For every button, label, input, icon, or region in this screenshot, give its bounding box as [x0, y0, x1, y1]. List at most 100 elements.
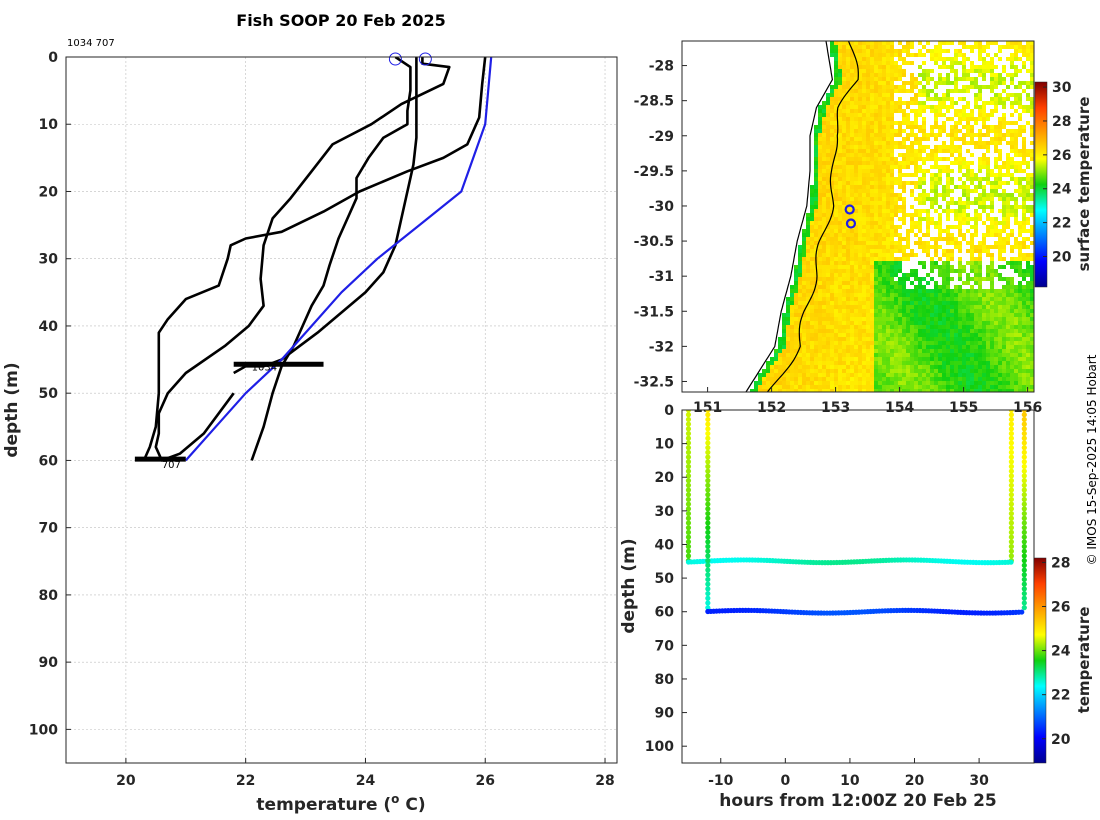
sst-cell: [934, 305, 938, 309]
sst-cell: [946, 105, 950, 109]
sst-cell: [910, 341, 914, 345]
sst-cell: [942, 353, 946, 357]
sst-cell: [826, 209, 830, 213]
sst-cell: [1002, 277, 1006, 281]
sst-cell: [758, 389, 762, 392]
sst-cell: [870, 77, 874, 81]
sst-cell: [942, 185, 946, 189]
sst-cell: [958, 109, 962, 113]
sst-cell: [870, 105, 874, 109]
sst-cell: [966, 289, 970, 293]
sst-cell: [870, 333, 874, 337]
sst-cell: [834, 357, 838, 361]
sst-cell: [878, 181, 882, 185]
sst-cell: [798, 309, 802, 313]
sst-cell: [954, 69, 958, 73]
sst-cell: [954, 377, 958, 381]
sst-cell: [922, 137, 926, 141]
sst-cell: [846, 273, 850, 277]
sst-cell: [982, 49, 986, 53]
sst-cell: [858, 245, 862, 249]
sst-cell: [878, 277, 882, 281]
track-1-ascent-point: [1008, 534, 1014, 540]
map-ytick-label: -30: [649, 199, 675, 215]
track-1-descent-point: [685, 529, 692, 535]
sst-cell: [954, 77, 958, 81]
sst-cell: [794, 341, 798, 345]
sst-cell: [954, 89, 958, 93]
sst-cell: [878, 97, 882, 101]
sst-cell: [902, 377, 906, 381]
sst-cell: [870, 145, 874, 149]
sst-cell: [850, 149, 854, 153]
sst-cell: [850, 281, 854, 285]
sst-cell: [982, 337, 986, 341]
sst-cell: [810, 213, 814, 217]
sst-cell: [1026, 185, 1030, 189]
sst-cell: [946, 313, 950, 317]
sst-cell: [1014, 145, 1018, 149]
sst-cell: [1030, 45, 1034, 49]
sst-cell: [942, 377, 946, 381]
sst-cell: [926, 333, 930, 337]
track-2-descent-point: [705, 548, 711, 554]
sst-cell: [1018, 357, 1022, 361]
sst-cell: [890, 129, 894, 133]
sst-cell: [954, 269, 958, 273]
sst-cell: [854, 229, 858, 233]
sst-cell: [846, 201, 850, 205]
sst-cell: [838, 125, 842, 129]
sst-cell: [894, 69, 898, 73]
sst-cell: [922, 389, 926, 392]
sst-cell: [806, 325, 810, 329]
sst-cell: [958, 137, 962, 141]
sst-cell: [1006, 141, 1010, 145]
sst-cell: [790, 337, 794, 341]
sst-cell: [1026, 313, 1030, 317]
sst-cell: [862, 77, 866, 81]
track-2-ascent-point: [1021, 515, 1027, 521]
sst-cell: [918, 317, 922, 321]
sst-cell: [930, 297, 934, 301]
sst-cell: [1010, 177, 1014, 181]
sst-cell: [878, 173, 882, 177]
sst-cell: [962, 357, 966, 361]
sst-cell: [954, 49, 958, 53]
sst-cell: [846, 213, 850, 217]
shelf-contour: [766, 41, 859, 392]
sst-cell: [842, 301, 846, 305]
sst-cell: [914, 321, 918, 325]
sst-cell: [938, 297, 942, 301]
sst-cell: [1022, 353, 1026, 357]
sst-cell: [858, 281, 862, 285]
sst-cell: [878, 337, 882, 341]
sst-cell: [978, 381, 982, 385]
sst-cell: [966, 221, 970, 225]
sst-cell: [838, 369, 842, 373]
sst-cell: [994, 233, 998, 237]
sst-cell: [998, 237, 1002, 241]
sst-cell: [890, 269, 894, 273]
sst-cell: [918, 145, 922, 149]
sst-cell: [1002, 345, 1006, 349]
sst-cell: [962, 109, 966, 113]
sst-cell: [1018, 125, 1022, 129]
sst-cell: [866, 125, 870, 129]
sst-cell: [950, 61, 954, 65]
sst-cell: [970, 357, 974, 361]
sst-cell: [1014, 41, 1018, 45]
sst-cell: [902, 153, 906, 157]
sst-cell: [862, 325, 866, 329]
sst-cell: [862, 41, 866, 45]
sst-cell: [978, 193, 982, 197]
sst-cell: [802, 233, 806, 237]
sst-cell: [830, 225, 834, 229]
sst-cell: [966, 365, 970, 369]
sst-cell: [902, 353, 906, 357]
sst-cell: [922, 93, 926, 97]
sst-cell: [846, 173, 850, 177]
sst-cell: [842, 213, 846, 217]
sst-cell: [950, 361, 954, 365]
sst-cell: [958, 197, 962, 201]
sst-cell: [974, 345, 978, 349]
